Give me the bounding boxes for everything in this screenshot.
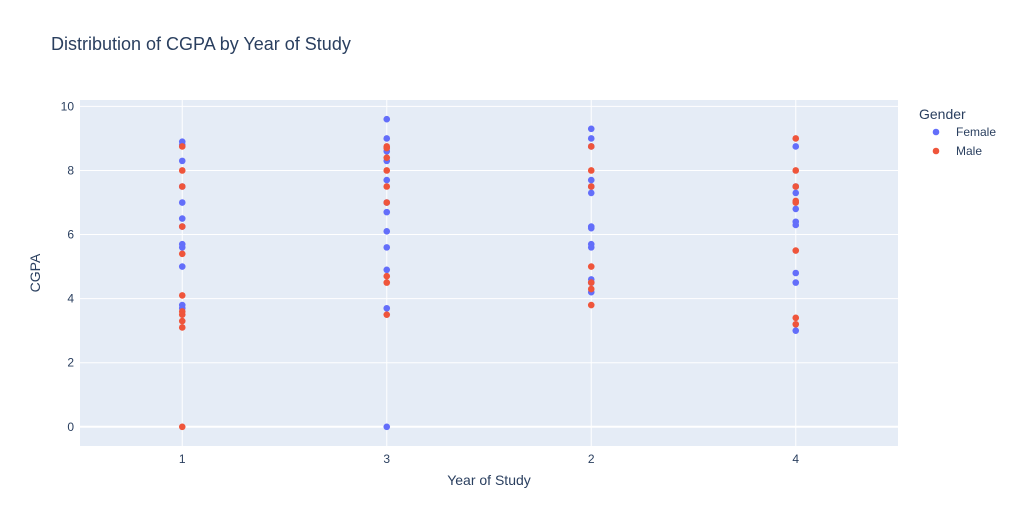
data-point[interactable] (792, 221, 800, 229)
data-point[interactable] (587, 125, 595, 133)
x-axis-ticks: 1 3 2 4 (179, 452, 800, 466)
data-point[interactable] (587, 279, 595, 286)
legend[interactable]: Gender Female Male (919, 106, 996, 158)
data-point[interactable] (178, 311, 186, 318)
data-point[interactable] (383, 154, 391, 161)
legend-item-female[interactable]: Female (932, 125, 997, 139)
data-point[interactable] (792, 183, 800, 190)
data-point[interactable] (383, 183, 391, 190)
data-point[interactable] (383, 304, 391, 312)
y-tick-label: 6 (67, 228, 74, 242)
data-point[interactable] (383, 244, 391, 251)
data-point[interactable] (587, 143, 595, 150)
x-tick-label: 3 (383, 452, 390, 466)
series-male (178, 135, 800, 431)
y-axis-title: CGPA (27, 253, 43, 292)
x-tick-label: 2 (588, 452, 595, 466)
data-point[interactable] (178, 167, 186, 174)
data-point[interactable] (178, 423, 186, 431)
data-point[interactable] (383, 199, 391, 206)
data-point[interactable] (792, 199, 800, 206)
data-point[interactable] (792, 314, 800, 322)
data-point[interactable] (792, 143, 800, 150)
data-point[interactable] (383, 279, 391, 286)
data-point[interactable] (178, 263, 186, 270)
chart-title: Distribution of CGPA by Year of Study (51, 34, 351, 54)
data-point[interactable] (587, 189, 595, 197)
data-point[interactable] (792, 320, 800, 328)
legend-title: Gender (919, 106, 966, 122)
y-tick-label: 10 (61, 99, 75, 113)
data-point[interactable] (587, 183, 595, 190)
legend-items[interactable]: Female Male (932, 125, 997, 158)
data-point[interactable] (178, 183, 186, 190)
data-point[interactable] (587, 176, 595, 184)
data-point[interactable] (383, 228, 391, 235)
data-point[interactable] (587, 263, 595, 270)
y-tick-label: 2 (67, 356, 74, 370)
y-tick-label: 4 (67, 292, 74, 306)
data-point[interactable] (383, 176, 391, 184)
data-point[interactable] (587, 224, 595, 232)
data-point[interactable] (383, 167, 391, 174)
data-point[interactable] (178, 292, 186, 299)
legend-marker (932, 128, 940, 136)
legend-marker (932, 147, 940, 155)
legend-label: Female (956, 125, 996, 139)
data-point[interactable] (178, 250, 186, 258)
data-point[interactable] (792, 327, 800, 334)
data-point[interactable] (178, 143, 186, 150)
data-point[interactable] (792, 189, 800, 197)
y-tick-label: 0 (67, 420, 74, 434)
data-point[interactable] (792, 269, 800, 277)
y-tick-label: 8 (67, 163, 74, 177)
x-tick-label: 4 (792, 452, 799, 466)
data-point[interactable] (383, 423, 391, 431)
data-point[interactable] (792, 247, 800, 254)
data-point[interactable] (178, 244, 186, 251)
data-point[interactable] (792, 279, 800, 286)
data-points (178, 115, 800, 431)
data-point[interactable] (383, 266, 391, 274)
data-point[interactable] (383, 135, 391, 142)
y-axis-ticks: 0 2 4 6 8 10 (61, 99, 75, 433)
legend-label: Male (956, 144, 982, 158)
x-axis-title: Year of Study (447, 472, 531, 488)
data-point[interactable] (178, 157, 186, 165)
data-point[interactable] (587, 167, 595, 174)
data-point[interactable] (792, 135, 800, 142)
data-point[interactable] (792, 167, 800, 174)
legend-item-male[interactable]: Male (932, 144, 983, 158)
data-point[interactable] (383, 208, 391, 216)
plot-area (80, 100, 898, 446)
data-point[interactable] (587, 135, 595, 142)
data-point[interactable] (178, 223, 186, 230)
x-tick-label: 1 (179, 452, 186, 466)
data-point[interactable] (383, 311, 391, 318)
data-point[interactable] (587, 301, 595, 309)
data-point[interactable] (178, 199, 186, 206)
data-point[interactable] (587, 244, 595, 251)
data-point[interactable] (587, 285, 595, 293)
data-point[interactable] (383, 272, 391, 280)
data-point[interactable] (383, 144, 391, 152)
data-point[interactable] (178, 317, 186, 325)
data-point[interactable] (383, 115, 391, 123)
data-point[interactable] (792, 205, 800, 213)
data-point[interactable] (178, 324, 186, 331)
data-point[interactable] (178, 215, 186, 222)
